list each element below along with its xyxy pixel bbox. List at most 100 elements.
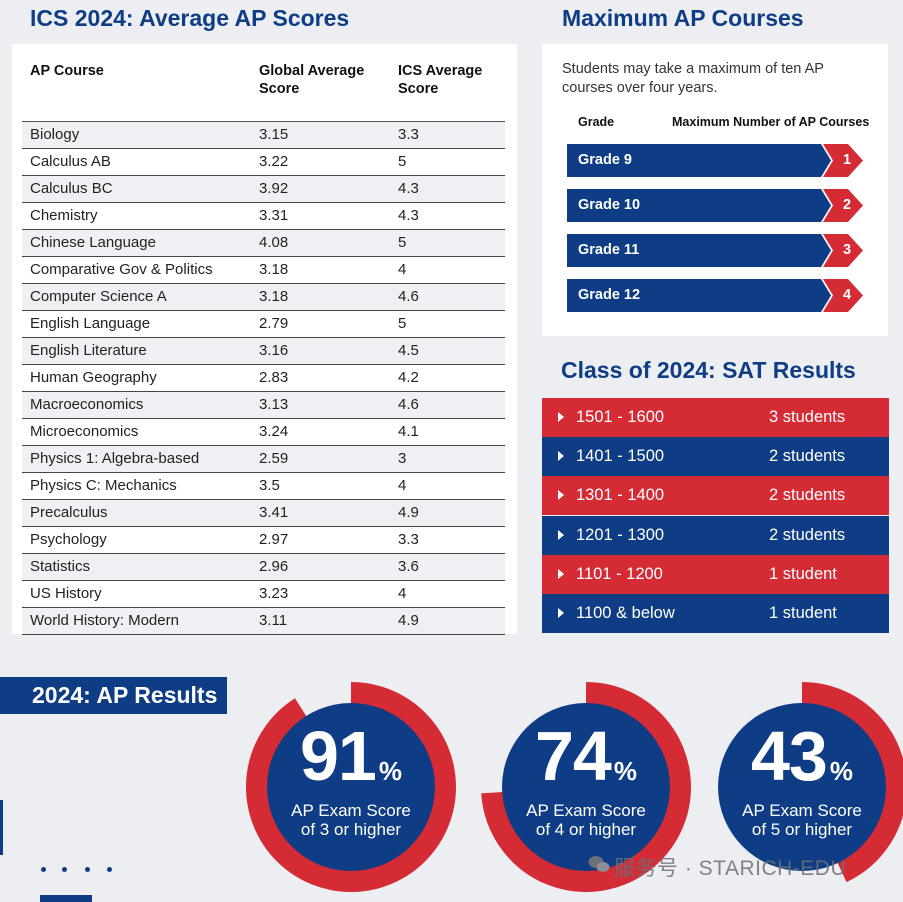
- course-cell: World History: Modern: [22, 607, 251, 635]
- ics-average-cell: 4.2: [390, 364, 505, 392]
- table-row: Calculus AB 3.22 5: [22, 148, 505, 176]
- table-row: Calculus BC 3.92 4.3: [22, 175, 505, 203]
- sat-range: 1101 - 1200: [576, 564, 663, 583]
- sat-row: 1301 - 1400 2 students: [542, 476, 889, 516]
- ics-average-cell: 3: [390, 445, 505, 473]
- percent-sign: %: [378, 756, 402, 786]
- sat-range: 1501 - 1600: [576, 408, 665, 426]
- table-row: Computer Science A 3.18 4.6: [22, 283, 505, 311]
- course-cell: English Literature: [22, 337, 251, 365]
- course-cell: Chemistry: [22, 202, 251, 230]
- max-ap-title: Maximum AP Courses: [562, 5, 804, 31]
- course-cell: English Language: [22, 310, 251, 338]
- header-ap-course: AP Course: [22, 58, 251, 122]
- global-average-cell: 3.31: [251, 202, 390, 230]
- ap-scores-title: ICS 2024: Average AP Scores: [30, 5, 350, 31]
- global-average-cell: 3.18: [251, 283, 390, 311]
- course-cell: Calculus AB: [22, 148, 251, 176]
- course-cell: US History: [22, 580, 251, 608]
- course-cell: Macroeconomics: [22, 391, 251, 419]
- ap-result-value: 91: [300, 717, 377, 795]
- grade-label: Grade 11: [578, 242, 640, 258]
- course-cell: Comparative Gov & Politics: [22, 256, 251, 284]
- header-ics-average: ICS Average Score: [390, 58, 505, 122]
- ap-result-arc: [246, 682, 456, 892]
- table-header-row: AP Course Global Average Score ICS Avera…: [22, 58, 505, 122]
- ics-average-cell: 5: [390, 310, 505, 338]
- global-average-cell: 3.23: [251, 580, 390, 608]
- sat-count: 2 students: [769, 486, 846, 505]
- grade-arrow-icon: [821, 234, 866, 267]
- sat-row: 1201 - 1300 2 students: [542, 515, 889, 555]
- table-row: Statistics 2.96 3.6: [22, 553, 505, 581]
- ics-average-cell: 4: [390, 472, 505, 500]
- percent-sign: %: [829, 756, 853, 786]
- course-cell: Physics C: Mechanics: [22, 472, 251, 500]
- global-average-cell: 3.16: [251, 337, 390, 365]
- global-average-cell: 3.11: [251, 607, 390, 635]
- ap-result-ring: 43% AP Exam Score of 5 or higher: [697, 682, 903, 892]
- ics-average-cell: 3.3: [390, 526, 505, 554]
- ics-average-cell: 5: [390, 229, 505, 257]
- table-row: Physics 1: Algebra-based 2.59 3: [22, 445, 505, 473]
- header-global-average: Global Average Score: [251, 58, 390, 122]
- table-row: Human Geography 2.83 4.2: [22, 364, 505, 392]
- ap-result-ring: 74% AP Exam Score of 4 or higher: [481, 682, 691, 892]
- course-cell: Microeconomics: [22, 418, 251, 446]
- grade-bar-fill: [567, 234, 831, 267]
- course-cell: Precalculus: [22, 499, 251, 527]
- sat-row: 1501 - 1600 3 students: [542, 398, 889, 437]
- max-ap-description: Students may take a maximum of ten AP co…: [562, 61, 824, 96]
- global-average-cell: 2.83: [251, 364, 390, 392]
- grade-max-value: 1: [842, 152, 852, 168]
- ics-average-cell: 4.9: [390, 499, 505, 527]
- ics-average-cell: 4.5: [390, 337, 505, 365]
- triangle-right-icon: [558, 608, 564, 618]
- global-average-cell: 3.22: [251, 148, 390, 176]
- table-row: US History 3.23 4: [22, 580, 505, 608]
- table-row: Psychology 2.97 3.3: [22, 526, 505, 554]
- sat-count: 3 students: [769, 408, 846, 426]
- ics-average-cell: 4: [390, 256, 505, 284]
- course-cell: Computer Science A: [22, 283, 251, 311]
- ap-result-value: 43: [751, 717, 828, 795]
- decorative-dot: [85, 867, 90, 872]
- course-cell: Biology: [22, 121, 251, 149]
- global-average-cell: 3.15: [251, 121, 390, 149]
- table-row: Physics C: Mechanics 3.5 4: [22, 472, 505, 500]
- course-cell: Statistics: [22, 553, 251, 581]
- ap-result-ring: 91% AP Exam Score of 3 or higher: [246, 682, 456, 892]
- grade-arrow-icon: [821, 279, 866, 312]
- global-average-cell: 2.59: [251, 445, 390, 473]
- ap-result-description: AP Exam Score of 5 or higher: [742, 801, 862, 839]
- sat-row: 1401 - 1500 2 students: [542, 437, 889, 477]
- ap-result-disc: [267, 703, 435, 871]
- ics-average-cell: 4.1: [390, 418, 505, 446]
- sat-row: 1101 - 1200 1 student: [542, 554, 889, 594]
- ics-average-cell: 4.6: [390, 391, 505, 419]
- grade-max-value: 2: [842, 197, 852, 213]
- ap-result-percent: 91%: [246, 720, 456, 807]
- global-average-cell: 2.96: [251, 553, 390, 581]
- grade-label: Grade 12: [578, 287, 641, 303]
- table-row: Microeconomics 3.24 4.1: [22, 418, 505, 446]
- sat-count: 2 students: [769, 447, 846, 466]
- left-accent-bar: [0, 800, 3, 855]
- decorative-dot: [62, 867, 67, 872]
- ap-result-arc: [481, 682, 691, 892]
- sat-count: 1 student: [769, 564, 837, 583]
- sat-count: 2 students: [769, 525, 846, 544]
- ics-average-cell: 4.3: [390, 202, 505, 230]
- sat-range: 1100 & below: [576, 604, 675, 622]
- grade-bar-fill: [567, 189, 831, 222]
- grade-bar-fill: [567, 279, 831, 312]
- course-cell: Psychology: [22, 526, 251, 554]
- decorative-block: [40, 895, 92, 902]
- wechat-icon: [588, 856, 610, 872]
- table-row: Comparative Gov & Politics 3.18 4: [22, 256, 505, 284]
- course-cell: Calculus BC: [22, 175, 251, 203]
- grade-arrow-icon: [821, 189, 866, 222]
- sat-range: 1201 - 1300: [576, 525, 665, 544]
- triangle-right-icon: [558, 568, 564, 579]
- global-average-cell: 3.5: [251, 472, 390, 500]
